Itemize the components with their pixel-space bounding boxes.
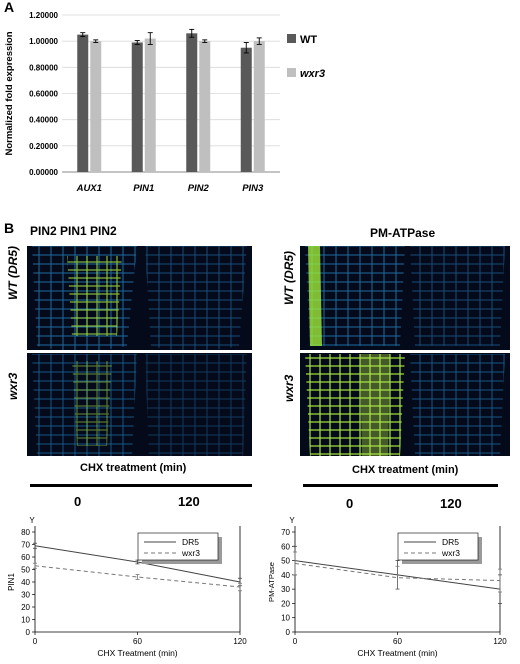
x-axis-label: CHX Treatment (min): [357, 648, 437, 658]
treatment-label-left: CHX treatment (min): [80, 462, 187, 474]
legend-label: DR5: [442, 537, 459, 547]
x-axis-label: CHX Treatment (min): [97, 648, 177, 658]
y-axis-label: Normalized fold expression: [4, 31, 15, 155]
top-label: Y: [289, 516, 295, 525]
series-line: [294, 562, 501, 582]
x-tick-label: PIN3: [242, 183, 264, 194]
expression-bar-chart: 0.00000 0.20000 0.40000 0.60000 0.80000 1.000…: [4, 11, 325, 194]
y-tick-label: 20: [281, 599, 290, 608]
timepoint-0-right: 0: [346, 496, 354, 511]
legend-swatch: [287, 34, 296, 43]
y-tick-label: 70: [21, 541, 30, 550]
y-tick-label: 0: [286, 628, 291, 637]
x-tick-label: 0: [33, 637, 38, 646]
legend-box: [397, 532, 479, 561]
bar: [131, 42, 143, 172]
legend-label: WT: [300, 34, 317, 46]
x-tick-label: PIN2: [188, 183, 210, 194]
y-axis-label: PM-ATPase: [267, 562, 276, 602]
legend-label: wxr3: [300, 68, 325, 80]
pmatpase-line-chart: Y 0 10 20 30 40 50 60 70 0 60 120 CHX Treatment (min…: [267, 516, 507, 658]
timepoint-0-left: 0: [74, 494, 82, 509]
y-tick-label: 20: [21, 603, 30, 612]
bar: [199, 41, 211, 172]
y-tick-label: 0.60000: [29, 90, 58, 99]
legend-swatch: [287, 68, 296, 77]
y-tick-label: 0.20000: [29, 142, 58, 151]
y-tick-label: 40: [21, 578, 30, 587]
x-tick-label: 60: [393, 637, 402, 646]
right-panel-title: PM-ATPase: [370, 226, 436, 240]
y-tick-label: 80: [21, 528, 30, 537]
bar: [90, 41, 102, 172]
y-axis-label: PIN1: [7, 573, 16, 591]
timepoint-120-left: 120: [178, 494, 200, 509]
y-tick-label: 10: [281, 614, 290, 623]
bar: [144, 38, 156, 172]
y-tick-label: 60: [21, 553, 30, 562]
bar: [77, 34, 89, 172]
y-tick-label: 40: [281, 571, 290, 580]
left-panel-title: PIN2 PIN1 PIN2: [30, 224, 117, 238]
y-tick-label: 50: [281, 557, 290, 566]
panel-b-letter: B: [4, 220, 15, 236]
top-label: Y: [29, 516, 35, 525]
pin1-line-chart: Y 0 10 20 30 40 50 60 70 80 0 60 120 CHX Treatment (m…: [7, 516, 247, 658]
bar: [240, 47, 252, 173]
bar: [186, 33, 198, 172]
image-row-separator-left: [27, 350, 252, 353]
x-tick-label: AUX1: [76, 183, 102, 194]
bar: [253, 41, 265, 172]
legend-box: [137, 532, 219, 561]
y-tick-label: 10: [21, 616, 30, 625]
y-tick-label: 30: [281, 585, 290, 594]
treatment-label-right: CHX treatment (min): [352, 464, 459, 476]
panel-a-letter: A: [4, 0, 15, 15]
y-tick-label: 30: [21, 591, 30, 600]
legend-label: wxr3: [441, 548, 460, 558]
series-line: [34, 565, 241, 588]
x-tick-label: 60: [133, 637, 142, 646]
timepoint-120-right: 120: [440, 496, 462, 511]
y-tick-label: 0.80000: [29, 63, 58, 72]
x-tick-label: PIN1: [133, 183, 154, 194]
row-label-wt-left: WT (DR5): [6, 246, 20, 300]
timeline-bar-left: [30, 484, 252, 487]
y-tick-label: 1.00000: [29, 37, 58, 46]
row-label-wxr3-left: wxr3: [6, 372, 20, 400]
y-tick-label: 60: [281, 542, 290, 551]
x-tick-label: 0: [293, 637, 298, 646]
row-label-wxr3-right: wxr3: [282, 374, 296, 402]
x-tick-label: 120: [493, 637, 507, 646]
y-tick-label: 50: [21, 566, 30, 575]
legend-label: DR5: [182, 537, 199, 547]
legend-label: wxr3: [181, 548, 200, 558]
y-tick-label: 1.20000: [29, 11, 58, 20]
x-tick-label: 120: [233, 637, 247, 646]
timeline-bar-right: [303, 484, 498, 487]
row-label-wt-right: WT (DR5): [282, 251, 296, 305]
y-tick-label: 0.40000: [29, 116, 58, 125]
y-tick-label: 0.00000: [29, 168, 58, 177]
y-tick-label: 70: [281, 528, 290, 537]
image-row-separator-right: [300, 350, 510, 353]
y-tick-label: 0: [26, 628, 31, 637]
